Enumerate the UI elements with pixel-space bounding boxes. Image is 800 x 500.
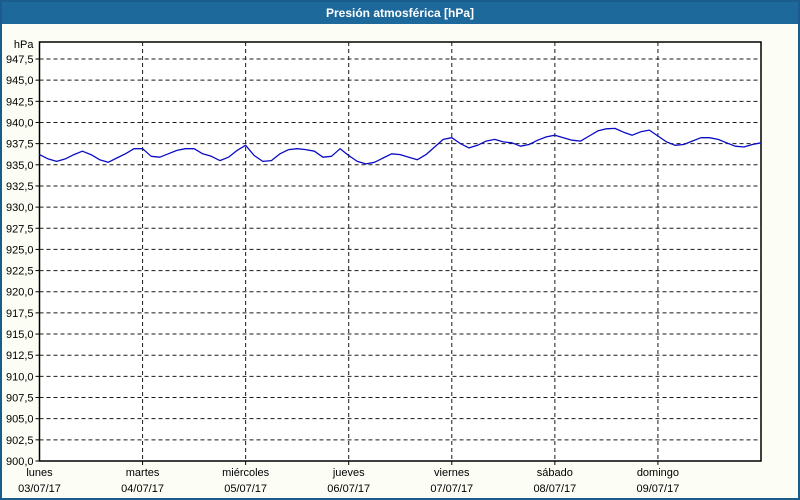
chart-area: 947,5 945,0 942,5 940,0 937,5 935,0 932,5 930,0…: [2, 24, 798, 498]
day-date-label: 06/07/17: [327, 483, 370, 495]
day-name-label: lunes: [26, 467, 53, 479]
pressure-chart-svg: 947,5 945,0 942,5 940,0 937,5 935,0 932,5 930,0…: [6, 39, 762, 495]
day-name-label: martes: [126, 467, 160, 479]
chart-title: Presión atmosférica [hPa]: [325, 6, 475, 20]
day-date-label: 08/07/17: [533, 483, 576, 495]
y-tick-label: 935,0: [6, 160, 34, 172]
y-tick-label: 900,0: [6, 456, 34, 468]
y-tick-label: 917,5: [6, 308, 34, 320]
y-tick-label: 947,5: [6, 54, 34, 66]
day-name-label: domingo: [637, 467, 679, 479]
y-tick-label: 927,5: [6, 223, 34, 235]
day-name-label: viernes: [434, 467, 470, 479]
title-bar: Presión atmosférica [hPa]: [2, 2, 798, 24]
y-tick-label: 920,0: [6, 287, 34, 299]
day-date-label: 05/07/17: [224, 483, 267, 495]
day-name-label: jueves: [332, 467, 365, 479]
day-date-label: 07/07/17: [430, 483, 473, 495]
y-tick-label: 902,5: [6, 435, 34, 447]
y-tick-label: 915,0: [6, 329, 34, 341]
y-tick-label: 907,5: [6, 393, 34, 405]
day-name-label: sábado: [537, 467, 573, 479]
y-axis-unit-label: hPa: [14, 39, 34, 51]
day-date-label: 09/07/17: [637, 483, 680, 495]
day-date-label: 03/07/17: [18, 483, 61, 495]
y-tick-label: 937,5: [6, 139, 34, 151]
day-name-label: miércoles: [222, 467, 270, 479]
day-date-label: 04/07/17: [121, 483, 164, 495]
y-tick-label: 942,5: [6, 96, 34, 108]
y-tick-label: 945,0: [6, 75, 34, 87]
y-tick-label: 932,5: [6, 181, 34, 193]
y-tick-label: 930,0: [6, 202, 34, 214]
y-tick-label: 912,5: [6, 350, 34, 362]
pressure-line: [38, 127, 762, 165]
y-tick-label: 922,5: [6, 266, 34, 278]
y-tick-label: 905,0: [6, 414, 34, 426]
y-tick-label: 940,0: [6, 117, 34, 129]
plot-frame: [38, 41, 762, 462]
y-tick-label: 925,0: [6, 244, 34, 256]
y-tick-label: 910,0: [6, 371, 34, 383]
